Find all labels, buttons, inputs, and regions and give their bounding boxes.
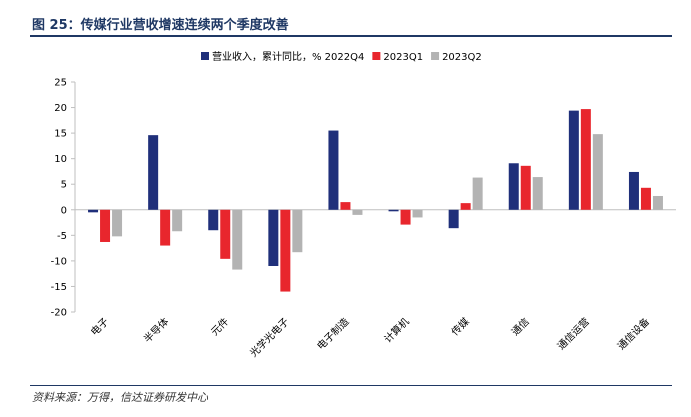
bar-2 [100, 209, 111, 242]
legend-swatch-1 [201, 52, 209, 60]
legend-swatch-2 [372, 52, 381, 60]
y-tick-label: 0 [61, 205, 67, 216]
x-category-label: 电子 [88, 315, 111, 338]
title-rule [30, 35, 672, 37]
bar-3 [592, 134, 603, 210]
bar-3 [472, 177, 483, 210]
bar-1 [88, 209, 99, 213]
bar-1 [628, 171, 639, 210]
bar-3 [352, 209, 363, 215]
y-tick-label: 10 [54, 154, 67, 165]
bar-1 [508, 163, 519, 210]
bar-1 [388, 209, 399, 212]
bar-1 [148, 135, 159, 210]
bar-2 [460, 203, 471, 210]
bar-3 [412, 209, 423, 218]
x-category-label: 光学光电子 [247, 315, 292, 360]
figure-title: 图 25：传媒行业营收增速连续两个季度改善 [32, 18, 289, 33]
legend-swatch-3 [431, 52, 440, 60]
y-tick-label: 25 [54, 78, 67, 89]
bar-1 [268, 209, 279, 266]
bar-3 [532, 177, 543, 210]
bar-2 [220, 209, 231, 259]
x-category-label: 通信运营 [554, 315, 591, 352]
source-rule [30, 385, 672, 386]
bar-3 [652, 195, 663, 210]
x-category-label: 元件 [209, 316, 232, 339]
legend-label-2: 2023Q1 [383, 52, 423, 63]
x-category-label: 传媒 [449, 316, 472, 339]
x-category-label: 计算机 [381, 315, 411, 345]
bar-1 [208, 209, 219, 231]
bar-3 [112, 209, 123, 237]
x-category-label: 半导体 [141, 315, 171, 345]
bar-2 [340, 202, 351, 210]
bar-2 [640, 187, 651, 210]
bar-2 [400, 209, 411, 225]
bar-2 [160, 209, 171, 246]
bar-2 [520, 165, 531, 210]
y-tick-label: 20 [54, 103, 67, 114]
source-note: 资料来源：万得，信达证券研发中心 [32, 391, 208, 404]
bar-1 [328, 130, 339, 210]
x-category-label: 通信设备 [615, 315, 652, 352]
bar-3 [292, 209, 303, 253]
bar-2 [280, 209, 291, 292]
bar-1 [448, 209, 459, 229]
bar-3 [172, 209, 183, 232]
x-category-label: 电子制造 [314, 315, 351, 352]
legend-label-3: 2023Q2 [442, 52, 482, 63]
bar-2 [580, 109, 591, 210]
y-tick-label: -5 [57, 231, 67, 242]
bar-3 [232, 209, 243, 270]
legend-label-1: 营业收入，累计同比，% 2022Q4 [212, 50, 364, 63]
y-tick-label: -10 [51, 256, 67, 267]
y-tick-label: 5 [61, 180, 67, 191]
legend: 营业收入，累计同比，% 2022Q4 2023Q1 2023Q2 [201, 50, 482, 63]
x-category-label: 通信 [509, 316, 532, 339]
y-tick-label: 15 [54, 129, 67, 140]
y-tick-label: -20 [51, 308, 67, 319]
y-tick-label: -15 [51, 282, 67, 293]
bar-1 [568, 110, 579, 210]
